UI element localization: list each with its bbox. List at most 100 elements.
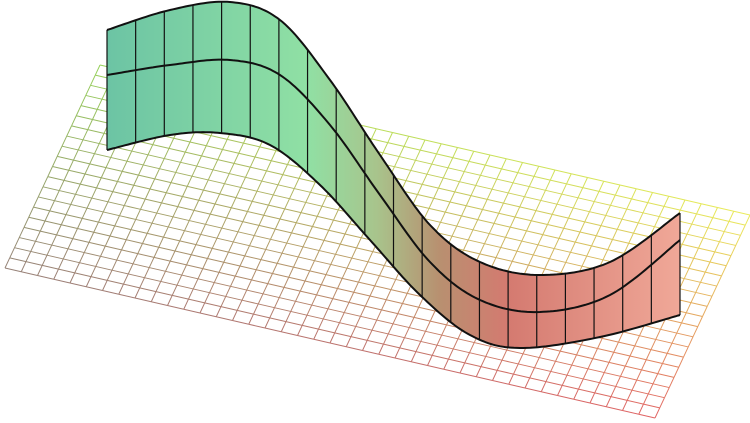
grid-line — [182, 186, 188, 197]
grid-line — [441, 334, 459, 340]
grid-line — [560, 262, 567, 273]
grid-line — [58, 268, 75, 274]
grid-line — [259, 146, 277, 152]
grid-line — [263, 214, 281, 220]
grid-line — [323, 239, 341, 245]
grid-line — [452, 147, 458, 158]
grid-line — [367, 339, 384, 345]
grid-line — [345, 336, 352, 347]
grid-line — [170, 172, 177, 183]
grid-line — [700, 271, 706, 283]
grid-line — [321, 284, 338, 289]
grid-line — [591, 235, 597, 247]
grid-line — [128, 194, 146, 200]
grid-line — [459, 181, 476, 186]
grid-line — [318, 318, 324, 330]
grid-line — [208, 179, 225, 185]
grid-line — [709, 261, 727, 267]
grid-line — [293, 256, 299, 268]
grid-line — [650, 349, 668, 354]
grid-line — [230, 197, 237, 208]
grid-line — [463, 161, 470, 172]
grid-line — [90, 266, 97, 277]
grid-line — [82, 129, 89, 141]
grid-line — [142, 243, 159, 248]
grid-line — [623, 243, 630, 254]
grid-line — [30, 241, 36, 252]
grid-line — [550, 361, 556, 372]
grid-line — [66, 125, 72, 137]
grid-line — [288, 266, 294, 278]
grid-line — [545, 371, 552, 382]
grid-line — [68, 169, 86, 175]
grid-line — [77, 218, 83, 229]
grid-line — [168, 226, 185, 232]
grid-line — [557, 385, 563, 396]
grid-line — [697, 316, 703, 327]
grid-line — [235, 275, 252, 281]
grid-line — [67, 248, 85, 254]
grid-line — [237, 231, 255, 237]
grid-line — [337, 278, 343, 289]
grid-line — [392, 323, 410, 329]
grid-line — [344, 223, 351, 235]
grid-line — [269, 307, 275, 319]
grid-line — [470, 185, 477, 196]
grid-line — [584, 221, 602, 227]
grid-line — [226, 217, 243, 223]
grid-line — [65, 214, 83, 219]
grid-line — [631, 389, 649, 395]
grid-line — [183, 298, 189, 310]
grid-line — [397, 313, 415, 318]
grid-line — [235, 187, 242, 198]
grid-line — [327, 308, 345, 314]
grid-line — [209, 292, 226, 297]
grid-line — [197, 268, 204, 280]
grid-line — [100, 245, 106, 257]
grid-line — [88, 232, 95, 243]
grid-line — [66, 135, 84, 141]
grid-line — [321, 195, 328, 207]
grid-line — [610, 194, 616, 206]
grid-line — [636, 188, 653, 193]
grid-line — [262, 293, 280, 299]
grid-line — [49, 210, 67, 216]
grid-line — [343, 302, 350, 313]
grid-line — [72, 228, 78, 239]
grid-line — [184, 220, 190, 231]
grid-line — [175, 162, 181, 173]
grid-line — [638, 222, 655, 228]
grid-line — [300, 202, 307, 213]
grid-line — [100, 167, 107, 178]
grid-line — [260, 259, 278, 264]
grid-line — [612, 239, 629, 244]
grid-line — [114, 215, 120, 227]
grid-line — [65, 204, 72, 215]
grid-line — [58, 180, 65, 191]
grid-line — [225, 295, 243, 301]
grid-line — [413, 307, 420, 318]
grid-line — [233, 241, 250, 247]
grid-line — [605, 214, 623, 220]
grid-line — [449, 191, 456, 203]
grid-line — [719, 231, 725, 242]
grid-line — [209, 282, 215, 293]
grid-line — [427, 365, 444, 370]
grid-line — [529, 377, 547, 383]
grid-line — [306, 304, 313, 316]
grid-line — [205, 223, 222, 229]
grid-line — [574, 231, 581, 243]
grid-line — [112, 191, 130, 196]
grid-line — [476, 376, 493, 381]
grid-line — [581, 255, 588, 267]
grid-line — [84, 252, 101, 257]
grid-line — [85, 94, 103, 100]
grid-line — [529, 186, 546, 191]
grid-line — [127, 263, 134, 275]
grid-line — [566, 173, 572, 185]
grid-line — [648, 393, 665, 399]
grid-line — [264, 327, 282, 333]
grid-line — [615, 385, 633, 391]
grid-line — [489, 154, 507, 160]
grid-line — [621, 208, 628, 220]
